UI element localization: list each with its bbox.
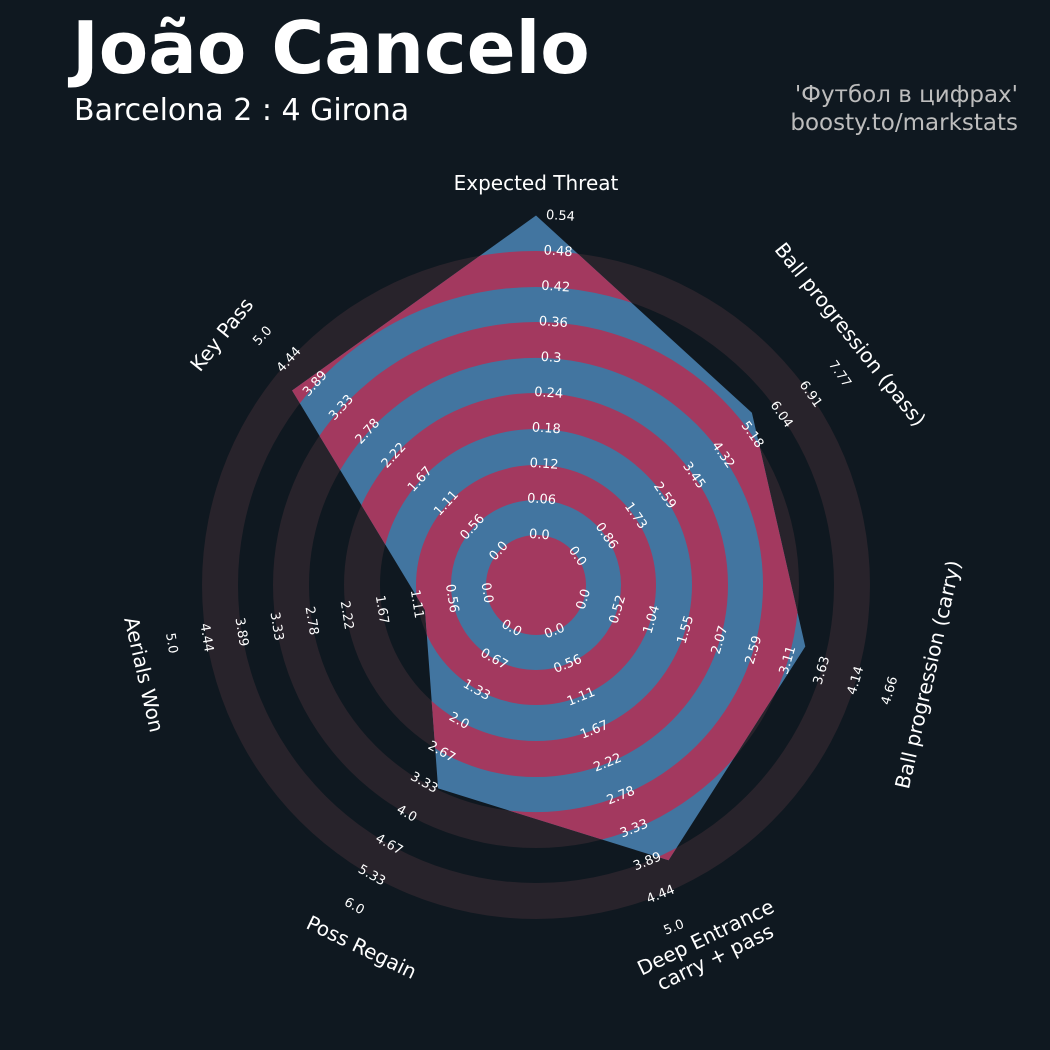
- param-label: Aerials Won: [119, 615, 169, 735]
- tick-label: 5.0: [250, 323, 275, 348]
- tick-label: 4.44: [197, 622, 216, 653]
- tick-label: 0.0: [528, 527, 550, 543]
- polygon-band-overlay: [292, 251, 806, 861]
- tick-label: 2.78: [302, 605, 321, 636]
- param-label: Poss Regain: [303, 911, 421, 984]
- tick-label: 1.67: [372, 594, 391, 625]
- tick-label: 6.0: [341, 895, 366, 918]
- tick-label: 0.0: [478, 582, 496, 605]
- credit-line-2: boosty.to/markstats: [790, 110, 1018, 136]
- param-label-line: Poss Regain: [303, 911, 421, 984]
- tick-label: 0.24: [534, 385, 564, 402]
- tick-label: 3.89: [232, 617, 251, 648]
- tick-label: 0.06: [527, 491, 557, 508]
- param-label-line: Key Pass: [185, 293, 258, 376]
- tick-label: 0.3: [540, 350, 562, 366]
- param-label: Key Pass: [185, 293, 258, 376]
- param-label: Expected Threat: [454, 171, 619, 195]
- tick-label: 0.54: [545, 208, 575, 225]
- tick-label: 5.0: [162, 632, 180, 655]
- tick-label: 0.0: [542, 621, 567, 643]
- match-result: Barcelona 2 : 4 Girona: [74, 93, 410, 128]
- param-label-line: Expected Threat: [454, 171, 619, 195]
- tick-label: 0.56: [442, 583, 461, 614]
- param-label: Ball progression (carry): [890, 558, 966, 791]
- tick-label: 0.48: [543, 243, 573, 260]
- tick-label: 0.42: [541, 279, 571, 296]
- tick-label: 1.11: [407, 589, 426, 620]
- tick-label: 0.36: [538, 314, 568, 331]
- param-label-line: Aerials Won: [119, 615, 169, 735]
- param-label-line: Ball progression (carry): [890, 558, 966, 791]
- player-name: João Cancelo: [72, 6, 590, 90]
- param-label: Deep Entrancecarry + pass: [633, 894, 787, 1000]
- tick-label: 0.12: [529, 456, 559, 473]
- tick-label: 4.66: [879, 675, 902, 707]
- tick-label: 5.0: [662, 917, 687, 939]
- tick-label: 0.18: [531, 420, 561, 437]
- tick-label: 7.77: [825, 358, 854, 390]
- credit-line-1: 'Футбол в цифрах': [794, 82, 1018, 108]
- tick-label: 3.33: [267, 611, 286, 642]
- polygon-center-band: [486, 535, 586, 635]
- tick-label: 0.0: [574, 587, 594, 611]
- tick-label: 2.22: [337, 600, 356, 631]
